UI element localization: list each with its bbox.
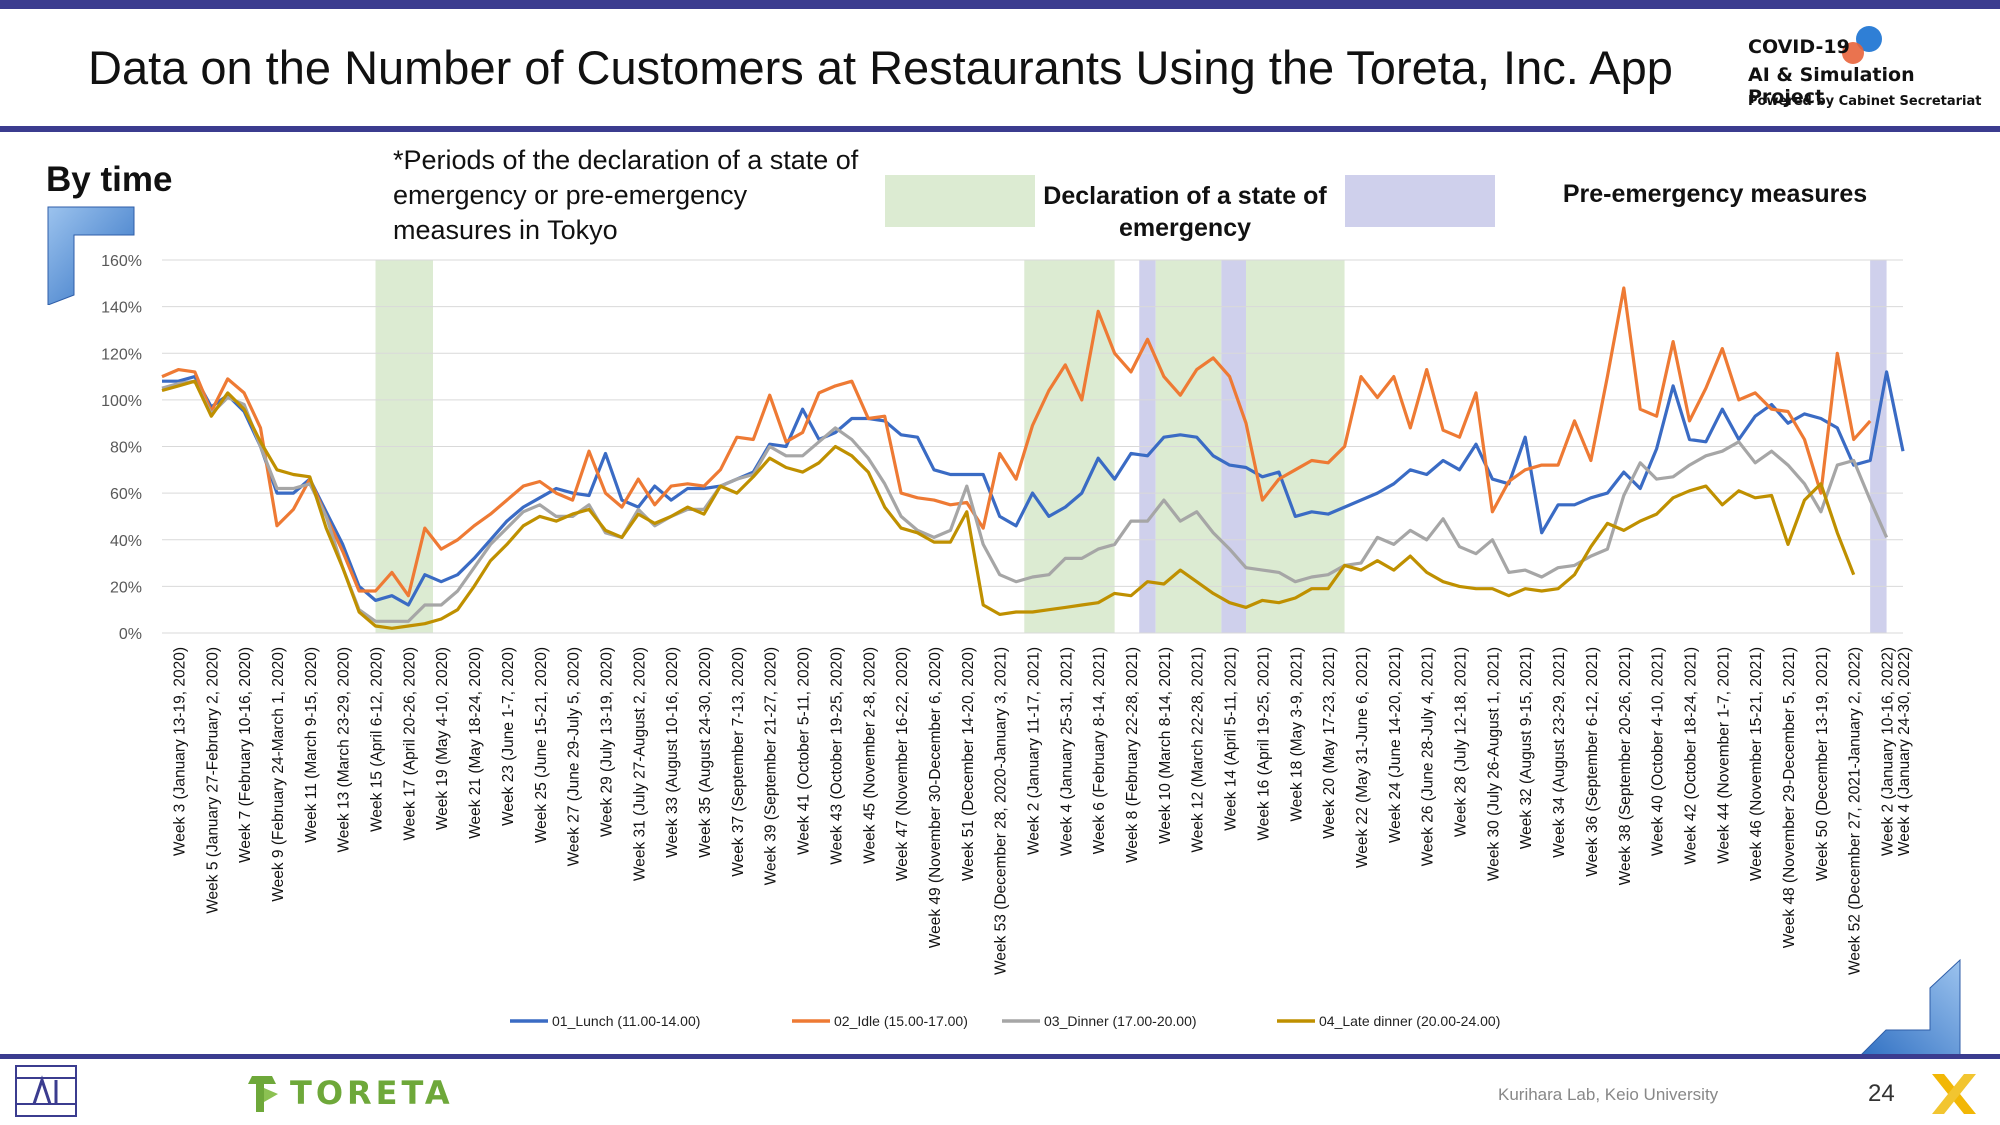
x-tick-label: Week 9 (February 24-March 1, 2020) bbox=[270, 647, 287, 902]
x-tick-label: Week 50 (December 13-19, 2021) bbox=[1814, 647, 1831, 881]
x-tick-label: Week 26 (June 28-July 4, 2021) bbox=[1420, 647, 1437, 866]
x-tick-label: Week 15 (April 6-12, 2020) bbox=[369, 647, 386, 832]
x-tick-label: Week 53 (December 28, 2020-January 3, 20… bbox=[993, 647, 1010, 975]
x-tick-label: Week 29 (July 13-19, 2020) bbox=[598, 647, 615, 837]
x-tick-label: Week 48 (November 29-December 5, 2021) bbox=[1781, 647, 1798, 948]
x-tick-label: Week 18 (May 3-9, 2021) bbox=[1288, 647, 1305, 822]
x-tick-label: Week 44 (November 1-7, 2021) bbox=[1715, 647, 1732, 864]
y-tick-label: 20% bbox=[110, 579, 142, 596]
covid-project-logo: COVID-19 AI & Simulation Project Powered… bbox=[1748, 26, 1988, 118]
x-tick-label: Week 23 (June 1-7, 2020) bbox=[500, 647, 517, 826]
x-tick-label: Week 35 (August 24-30, 2020) bbox=[697, 647, 714, 858]
series-line-2 bbox=[161, 286, 1872, 598]
x-tick-label: Week 5 (January 27-February 2, 2020) bbox=[204, 647, 221, 914]
x-tick-label: Week 43 (October 19-25, 2020) bbox=[828, 647, 845, 865]
x-tick-label: Week 45 (November 2-8, 2020) bbox=[861, 647, 878, 864]
x-tick-label: Week 38 (September 20-26, 2021) bbox=[1617, 647, 1634, 885]
x-tick-label: Week 2 (January 10-16, 2022) bbox=[1880, 647, 1897, 856]
emergency-legend-label: Declaration of a state of emergency bbox=[1043, 182, 1327, 242]
x-tick-label: Week 41 (October 5-11, 2020) bbox=[796, 647, 813, 855]
x-tick-label: Week 25 (June 15-21, 2020) bbox=[533, 647, 550, 843]
x-tick-label: Week 6 (February 8-14, 2021) bbox=[1091, 647, 1108, 854]
x-tick-label: Week 4 (January 25-31, 2021) bbox=[1058, 647, 1075, 856]
footer-divider bbox=[0, 1054, 2000, 1059]
x-tick-label: Week 30 (July 26-August 1, 2021) bbox=[1485, 647, 1502, 881]
x-tick-label: Week 11 (March 9-15, 2020) bbox=[303, 647, 320, 843]
x-tick-label: Week 34 (August 23-29, 2021) bbox=[1551, 647, 1568, 858]
x-tick-label: Week 19 (May 4-10, 2020) bbox=[434, 647, 451, 830]
x-tick-label: Week 16 (April 19-25, 2021) bbox=[1255, 647, 1272, 841]
toreta-leaf-icon bbox=[248, 1076, 278, 1112]
y-tick-label: 160% bbox=[101, 253, 142, 270]
x-tick-label: Week 52 (December 27, 2021-January 2, 20… bbox=[1847, 647, 1864, 975]
page-title: Data on the Number of Customers at Resta… bbox=[88, 41, 1673, 94]
corner-bracket-bottom-icon bbox=[1856, 958, 1961, 1059]
pre-emergency-legend-swatch bbox=[1345, 175, 1495, 227]
x-logo-icon bbox=[1932, 1074, 1976, 1114]
x-tick-label: Week 24 (June 14-20, 2021) bbox=[1387, 647, 1404, 843]
x-tick-label: Week 27 (June 29-July 5, 2020) bbox=[566, 647, 583, 866]
header-divider bbox=[0, 126, 2000, 132]
x-tick-label: Week 47 (November 16-22, 2020) bbox=[894, 647, 911, 881]
logo-line3: Powered by Cabinet Secretariat bbox=[1748, 94, 1982, 109]
page-number: 24 bbox=[1868, 1080, 1895, 1107]
x-tick-label: Week 32 (August 9-15, 2021) bbox=[1518, 647, 1535, 849]
x-tick-label: Week 17 (April 20-26, 2020) bbox=[401, 647, 418, 841]
x-tick-label: Week 46 (November 15-21, 2021) bbox=[1748, 647, 1765, 881]
x-tick-label: Week 37 (September 7-13, 2020) bbox=[730, 647, 747, 877]
y-tick-label: 60% bbox=[110, 486, 142, 503]
x-tick-label: Week 40 (October 4-10, 2021) bbox=[1650, 647, 1667, 856]
series-line-3 bbox=[161, 379, 1889, 623]
y-tick-label: 40% bbox=[110, 533, 142, 550]
top-accent-bar bbox=[0, 0, 2000, 9]
x-tick-label: Week 7 (February 10-16, 2020) bbox=[237, 647, 254, 863]
line-chart: 0% 20% 40% 60% 80% 100% 120% 140% 160% Week 3 (Ja… bbox=[101, 253, 1913, 1029]
x-tick-label: Week 13 (March 23-29, 2020) bbox=[336, 647, 353, 853]
y-tick-label: 80% bbox=[110, 440, 142, 457]
pre-emergency-legend-label: Pre-emergency measures bbox=[1562, 180, 1868, 208]
x-tick-label: Week 10 (March 8-14, 2021) bbox=[1157, 647, 1174, 844]
x-tick-label: Week 39 (September 21-27, 2020) bbox=[763, 647, 780, 885]
series-line-1 bbox=[162, 370, 1905, 607]
x-tick-label: Week 12 (March 22-28, 2021) bbox=[1190, 647, 1207, 853]
emergency-legend-swatch bbox=[885, 175, 1035, 227]
x-tick-label: Week 22 (May 31-June 6, 2021) bbox=[1354, 647, 1371, 868]
logo-line1: COVID-19 bbox=[1748, 36, 1850, 58]
x-tick-label: Week 4 (January 24-30, 2022) bbox=[1896, 647, 1913, 856]
logo-line2: AI & Simulation Project bbox=[1748, 64, 1915, 108]
corner-bracket-icon bbox=[47, 206, 135, 305]
x-tick-label: Week 31 (July 27-August 2, 2020) bbox=[631, 647, 648, 881]
x-tick-label: Week 49 (November 30-December 6, 2020) bbox=[927, 647, 944, 948]
x-tick-label: Week 51 (December 14-20, 2020) bbox=[960, 647, 977, 881]
series-line-4 bbox=[161, 379, 1856, 630]
logo-dot-red-icon bbox=[1842, 42, 1864, 64]
x-tick-label: Week 42 (October 18-24, 2021) bbox=[1682, 647, 1699, 865]
x-tick-label: Week 2 (January 11-17, 2021) bbox=[1026, 647, 1043, 855]
legend-label-series-1: 01_Lunch (11.00-14.00) bbox=[552, 1013, 700, 1029]
x-tick-label: Week 3 (January 13-19, 2020) bbox=[171, 647, 188, 856]
x-tick-label: Week 28 (July 12-18, 2021) bbox=[1453, 647, 1470, 837]
y-tick-label: 140% bbox=[101, 300, 142, 317]
footer-credit: Kurihara Lab, Keio University bbox=[1498, 1085, 1719, 1104]
toreta-logo: TORETA bbox=[246, 1072, 456, 1116]
x-tick-label: Week 20 (May 17-23, 2021) bbox=[1321, 647, 1338, 839]
y-tick-label: 0% bbox=[119, 626, 142, 643]
x-tick-label: Week 21 (May 18-24, 2020) bbox=[467, 647, 484, 839]
x-tick-label: Week 33 (August 10-16, 2020) bbox=[664, 647, 681, 858]
legend-label-series-2: 02_Idle (15.00-17.00) bbox=[834, 1013, 968, 1029]
x-tick-label: Week 14 (April 5-11, 2021) bbox=[1223, 647, 1240, 831]
x-tick-label: Week 36 (September 6-12, 2021) bbox=[1584, 647, 1601, 877]
y-tick-label: 120% bbox=[101, 346, 142, 363]
toreta-wordmark: TORETA bbox=[290, 1074, 454, 1112]
shading-note: *Periods of the declaration of a state o… bbox=[393, 145, 859, 245]
legend-label-series-4: 04_Late dinner (20.00-24.00) bbox=[1319, 1013, 1500, 1029]
x-tick-label: Week 8 (February 22-28, 2021) bbox=[1124, 647, 1141, 863]
y-tick-label: 100% bbox=[101, 393, 142, 410]
section-subtitle: By time bbox=[46, 160, 173, 199]
legend-label-series-3: 03_Dinner (17.00-20.00) bbox=[1044, 1013, 1197, 1029]
lab-logo-icon bbox=[15, 1065, 77, 1117]
